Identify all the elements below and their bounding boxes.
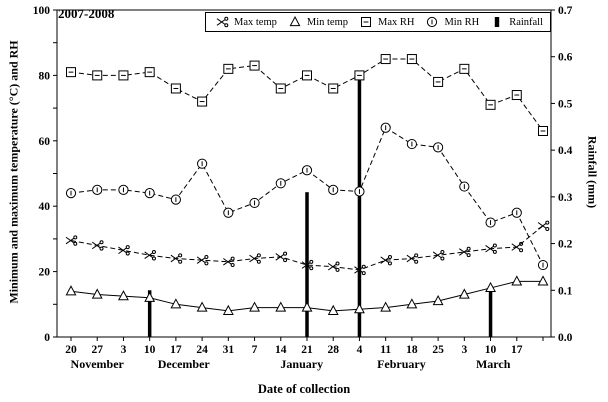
- svg-text:60: 60: [39, 136, 51, 148]
- svg-text:18: 18: [406, 344, 418, 356]
- legend-label: Max temp: [234, 16, 277, 28]
- svg-text:February: February: [377, 357, 426, 371]
- svg-text:20: 20: [65, 344, 77, 356]
- max-temp-marker-icon: [216, 16, 229, 28]
- x-axis-title: Date of collection: [257, 382, 351, 396]
- max-rh-marker-icon: [361, 17, 371, 27]
- series-line-max-rh: [70, 58, 544, 132]
- legend-label: Rainfall: [509, 16, 544, 28]
- rainfall-marker-icon: [494, 17, 500, 27]
- svg-text:0.1: 0.1: [558, 285, 573, 297]
- legend-item-min-rh: Min RH: [423, 15, 479, 29]
- svg-text:0.5: 0.5: [558, 98, 573, 110]
- svg-text:17: 17: [170, 344, 182, 356]
- svg-text:21: 21: [301, 344, 313, 356]
- svg-text:0.4: 0.4: [558, 145, 573, 157]
- legend-item-rainfall: Rainfall: [488, 15, 543, 29]
- svg-text:3: 3: [121, 344, 127, 356]
- series-markers-min-temp: [65, 275, 549, 315]
- svg-text:0.6: 0.6: [558, 52, 573, 64]
- svg-text:0.0: 0.0: [558, 332, 573, 344]
- axis-tick-labels: 0 20 40 60 80 100 0.0 0.1 0.2 0.3 0.4 0.5 0.6 0.7 20 27…: [33, 5, 573, 371]
- svg-text:80: 80: [39, 70, 51, 82]
- svg-text:March: March: [476, 357, 511, 371]
- series-rainfall-bars: [147, 70, 493, 337]
- legend-label: Min RH: [444, 16, 480, 28]
- svg-text:10: 10: [144, 344, 156, 356]
- right-axis-title: Rainfall (mm): [585, 135, 600, 209]
- svg-text:0.2: 0.2: [558, 239, 573, 251]
- legend-item-max-temp: Max temp: [213, 15, 277, 29]
- svg-text:December: December: [158, 357, 211, 371]
- svg-text:11: 11: [380, 344, 391, 356]
- left-axis-title: Minimum and maximum temperature (°C) and…: [6, 40, 21, 304]
- min-rh-marker-icon: [427, 16, 438, 28]
- series-markers-max-temp: [65, 220, 550, 276]
- svg-text:100: 100: [33, 5, 51, 17]
- svg-text:4: 4: [357, 344, 363, 356]
- legend: Max temp Min temp Max RH Min RH Rainfall: [205, 12, 552, 32]
- svg-text:10: 10: [485, 344, 497, 356]
- svg-text:28: 28: [327, 344, 339, 356]
- svg-text:27: 27: [91, 344, 103, 356]
- svg-text:0: 0: [44, 332, 50, 344]
- legend-label: Max RH: [378, 16, 415, 28]
- legend-item-min-temp: Min temp: [286, 15, 348, 29]
- svg-text:0.7: 0.7: [558, 5, 573, 17]
- series-markers-min-rh: [65, 122, 549, 271]
- svg-text:40: 40: [39, 201, 51, 213]
- svg-text:7: 7: [252, 344, 258, 356]
- svg-text:25: 25: [432, 344, 444, 356]
- svg-text:January: January: [280, 357, 323, 371]
- legend-label: Min temp: [306, 16, 348, 28]
- series-markers-max-rh: [66, 54, 548, 136]
- svg-text:3: 3: [461, 344, 467, 356]
- svg-text:17: 17: [511, 344, 523, 356]
- svg-text:24: 24: [196, 344, 208, 356]
- legend-item-max-rh: Max RH: [357, 15, 414, 29]
- axes: [53, 9, 555, 341]
- svg-text:31: 31: [223, 344, 235, 356]
- min-temp-marker-icon: [289, 15, 301, 27]
- svg-text:November: November: [71, 357, 125, 371]
- svg-text:0.3: 0.3: [558, 192, 573, 204]
- svg-text:14: 14: [275, 344, 287, 356]
- svg-text:20: 20: [39, 267, 51, 279]
- chart-title: 2007-2008: [58, 6, 115, 21]
